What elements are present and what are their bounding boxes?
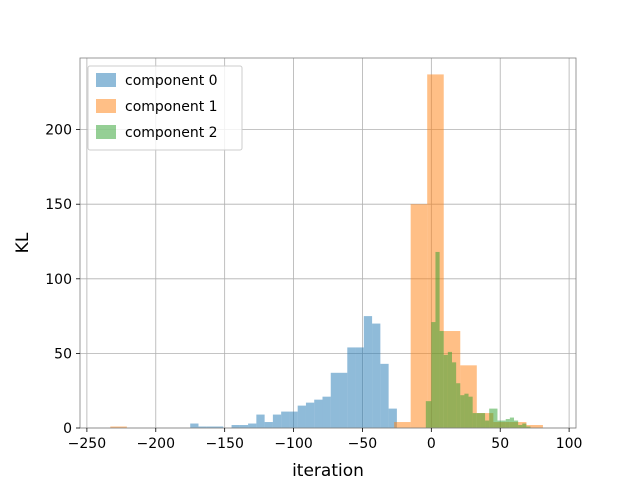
histogram-bar [468,396,473,428]
histogram-bar [372,323,381,428]
histogram-bar [460,395,465,428]
histogram-bar [456,383,461,428]
histogram-bar [206,426,216,428]
x-tick-label: −150 [205,436,243,452]
histogram-bar [489,408,498,428]
y-tick-label: 0 [63,421,72,437]
histogram-bar [505,419,510,428]
histogram-bar [355,347,364,428]
histogram-bar [410,204,428,428]
histogram-bar [394,422,411,428]
histogram-bar [248,423,257,428]
histogram-bar [452,362,457,428]
legend-swatch [96,125,116,139]
histogram-bar [330,372,340,428]
histogram-bar [281,411,290,428]
y-tick-label: 100 [45,272,72,288]
histogram-bar [289,411,298,428]
series-2 [425,251,531,428]
y-axis-label: KL [13,232,33,253]
histogram-bar [264,422,273,428]
histogram-bar [231,425,240,428]
legend-label: component 1 [125,99,218,115]
x-tick-label: −50 [348,436,378,452]
x-tick-label: −100 [274,436,312,452]
x-tick-label: 100 [556,436,583,452]
histogram-bar [485,420,490,428]
legend-swatch [96,73,116,87]
legend-item-component-1: component 1 [96,99,218,115]
histogram-bar [522,423,527,428]
histogram-bar [514,420,519,428]
histogram-bar [431,322,436,428]
histogram-bar [464,393,469,428]
histogram-bar [509,417,514,428]
x-tick-label: −200 [137,436,175,452]
y-tick-label: 150 [45,197,72,213]
histogram-bar [215,426,224,428]
histogram-bar [480,413,486,428]
bars [110,74,543,429]
histogram-bar [447,351,452,428]
histogram-bar [388,408,397,428]
histogram-bar [297,405,306,428]
series-0 [190,316,397,428]
y-tick-label: 200 [45,123,72,139]
x-axis-label: iteration [292,461,364,480]
histogram-bar [198,426,207,428]
legend-swatch [96,99,116,113]
histogram-bar [305,402,315,428]
histogram-bar [425,401,432,428]
histogram-bar [526,426,531,428]
histogram-bar [497,420,502,428]
legend-frame [87,65,243,151]
legend-item-component-0: component 0 [96,73,218,89]
x-tick-label: 0 [427,436,436,452]
histogram-bar [439,331,444,428]
legend: component 0 component 1 component 2 [87,65,243,151]
histogram-bar [380,363,389,428]
legend-label: component 2 [125,125,218,141]
histogram-bar [256,414,265,428]
histogram-bar [314,399,323,428]
histogram-bar [190,423,199,428]
histogram-bar [110,426,127,428]
histogram-bar [239,425,249,428]
ticks: −250 −200 −150 −100 −50 0 50 100 0 50 100 150 200 [45,123,582,452]
histogram-bar [476,413,481,428]
histogram-bar [347,347,356,428]
legend-item-component-2: component 2 [96,125,218,141]
axes-frame [79,57,577,429]
y-tick-label: 50 [54,346,72,362]
histogram-bar [518,425,523,428]
histogram-bar [322,396,331,428]
x-tick-label: 50 [491,436,509,452]
histogram-bar [501,420,506,428]
histogram-bar [339,372,348,428]
histogram-bar [363,316,373,428]
x-tick-label: −250 [68,436,106,452]
histogram-bar [435,251,440,428]
histogram-bar [472,413,477,428]
histogram-bar [272,414,282,428]
legend-label: component 0 [125,73,218,89]
histogram-bar [526,425,543,428]
histogram-bar [443,354,448,428]
